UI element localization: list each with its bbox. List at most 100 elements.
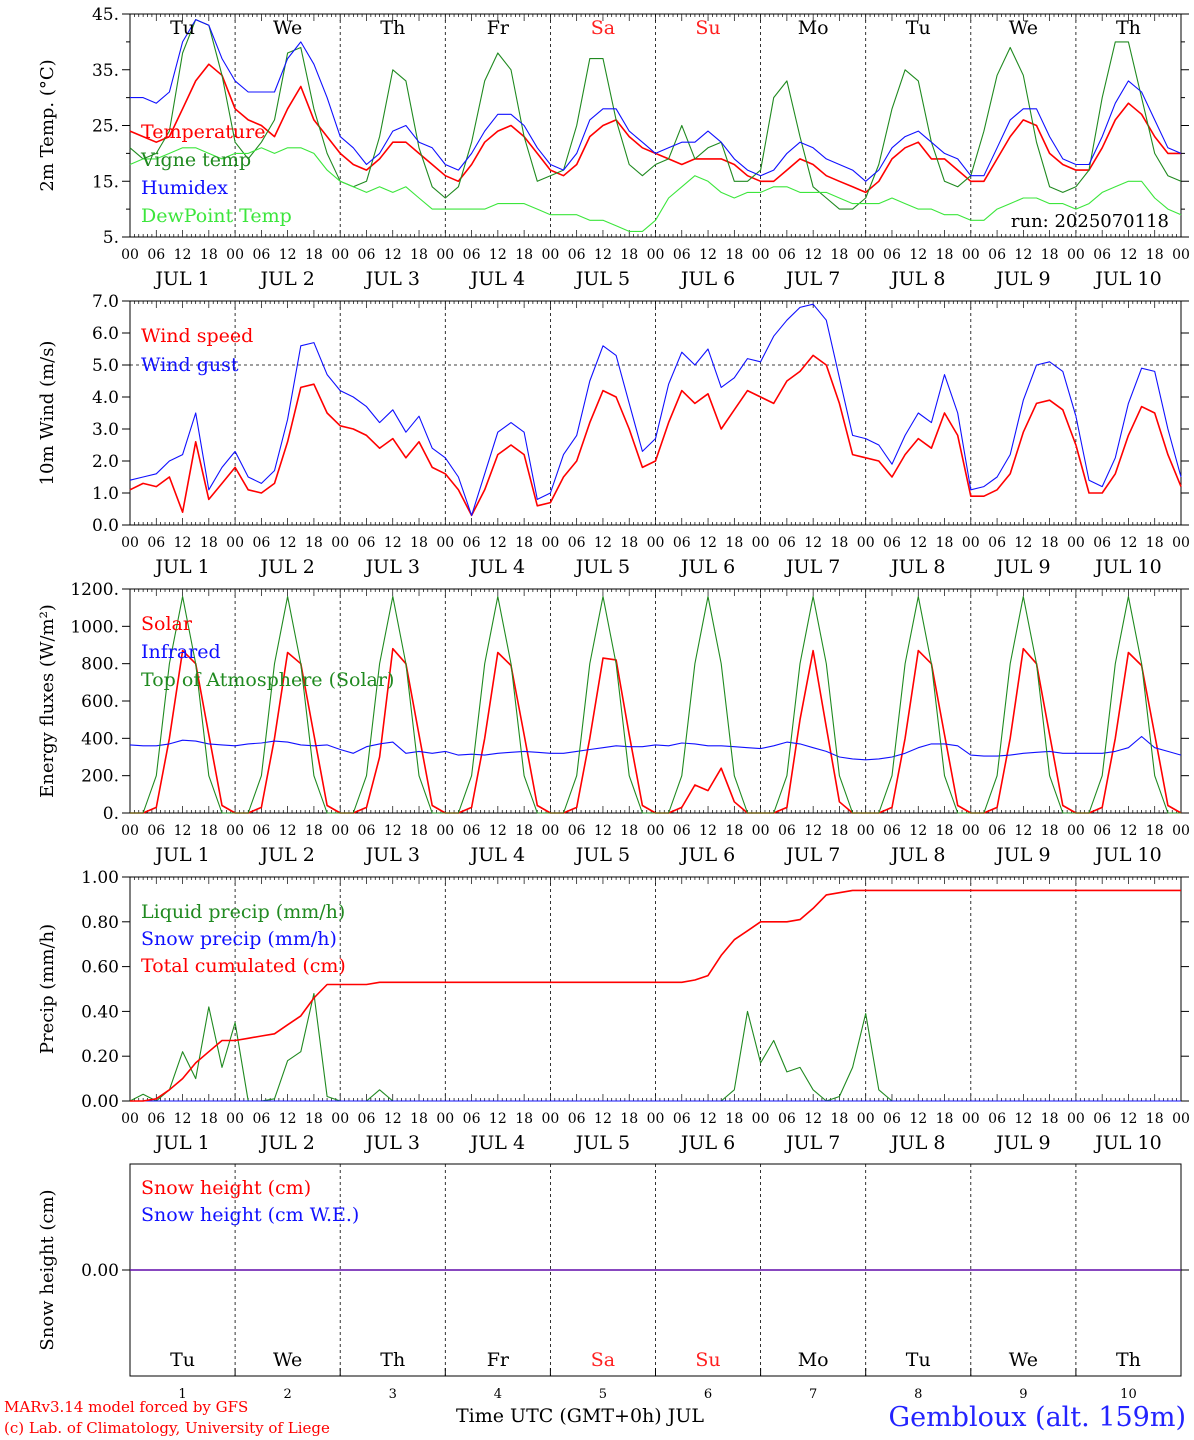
hour-label: 18 xyxy=(725,1111,743,1127)
y-tick-label: 800. xyxy=(81,655,119,675)
hour-label: 00 xyxy=(962,535,980,551)
date-label: JUL 2 xyxy=(258,556,314,578)
hour-label: 12 xyxy=(699,823,717,839)
date-label: JUL 2 xyxy=(258,268,314,290)
hour-label: 00 xyxy=(752,1111,770,1127)
plot-frame xyxy=(129,588,1182,814)
hour-label: 00 xyxy=(331,535,349,551)
y-tick-label: 45. xyxy=(92,5,119,25)
hour-label: 00 xyxy=(1172,247,1190,263)
hour-label: 00 xyxy=(962,247,980,263)
date-label: JUL 5 xyxy=(574,556,630,578)
weekday-label: Th xyxy=(380,1349,405,1371)
legend-entry-3: Total cumulated (cm) xyxy=(141,955,346,977)
chart-panel-2: 0.0 1.0 2.0 3.0 4.0 5.0 6.0 7.0 10m Wind (m/s) Wi… xyxy=(37,292,1190,578)
weekday-label: Fr xyxy=(487,1349,510,1371)
hour-label: 06 xyxy=(778,1111,796,1127)
hour-label: 06 xyxy=(358,535,376,551)
chart-panel-1: 5. 15. 25. 35. 45. 2m Temp. (°C) Temperature Vi… xyxy=(37,5,1190,290)
hour-label: 12 xyxy=(804,823,822,839)
day-number-label: 2 xyxy=(284,1387,292,1402)
date-label: JUL 10 xyxy=(1093,268,1161,290)
date-label: JUL 6 xyxy=(679,556,735,578)
station-name: Gembloux (alt. 159m) xyxy=(888,1402,1186,1433)
hour-label: 00 xyxy=(647,535,665,551)
hour-label: 12 xyxy=(1014,535,1032,551)
date-label: JUL 3 xyxy=(364,268,420,290)
date-label: JUL 1 xyxy=(153,556,209,578)
hour-label: 12 xyxy=(174,1111,192,1127)
hour-label: 12 xyxy=(279,1111,297,1127)
plot-frame xyxy=(129,13,1182,238)
hour-label: 06 xyxy=(568,247,586,263)
legend-entry-4: DewPoint Temp xyxy=(141,205,292,227)
hour-label: 18 xyxy=(936,535,954,551)
hour-label: 06 xyxy=(252,535,270,551)
hour-label: 00 xyxy=(436,247,454,263)
hour-label: 18 xyxy=(620,535,638,551)
hour-label: 18 xyxy=(936,1111,954,1127)
hour-label: 00 xyxy=(226,247,244,263)
weekday-label: We xyxy=(1009,1349,1038,1371)
hour-label: 00 xyxy=(541,823,559,839)
y-tick-label: 200. xyxy=(81,767,119,787)
hour-label: 18 xyxy=(831,1111,849,1127)
date-label: JUL 3 xyxy=(364,556,420,578)
y-tick-label: 3.0 xyxy=(92,420,119,440)
hour-label: 06 xyxy=(988,1111,1006,1127)
hour-label: 18 xyxy=(725,247,743,263)
hour-label: 12 xyxy=(909,247,927,263)
hour-label: 06 xyxy=(883,247,901,263)
hour-label: 12 xyxy=(279,247,297,263)
date-label: JUL 8 xyxy=(889,1132,945,1154)
hour-label: 00 xyxy=(857,1111,875,1127)
hour-label: 12 xyxy=(594,247,612,263)
legend-entry-1: Wind speed xyxy=(141,325,253,347)
hour-label: 12 xyxy=(384,823,402,839)
hour-label: 06 xyxy=(358,247,376,263)
weekday-label: We xyxy=(273,1349,302,1371)
day-number-label: 6 xyxy=(704,1387,712,1402)
hour-label: 06 xyxy=(252,1111,270,1127)
hour-label: 00 xyxy=(226,535,244,551)
date-label: JUL 7 xyxy=(784,268,840,290)
chart-panel-4: 0.00 0.20 0.40 0.60 0.80 1.00 Precip (mm/h) Liq… xyxy=(37,868,1190,1154)
hour-label: 12 xyxy=(279,823,297,839)
hour-label: 00 xyxy=(121,823,139,839)
date-label: JUL 5 xyxy=(574,268,630,290)
y-axis-label: Precip (mm/h) xyxy=(37,924,58,1054)
date-label: JUL 8 xyxy=(889,556,945,578)
date-label: JUL 10 xyxy=(1093,556,1161,578)
hour-label: 18 xyxy=(200,535,218,551)
y-tick-label: 0. xyxy=(103,804,119,824)
legend-entry-2: Snow precip (mm/h) xyxy=(141,928,337,950)
date-label: JUL 4 xyxy=(469,844,525,866)
hour-label: 18 xyxy=(831,535,849,551)
weekday-label: Mo xyxy=(798,1349,829,1371)
hour-label: 06 xyxy=(147,823,165,839)
hour-label: 18 xyxy=(200,1111,218,1127)
date-label: JUL 2 xyxy=(258,844,314,866)
date-label: JUL 3 xyxy=(364,844,420,866)
hour-label: 18 xyxy=(410,1111,428,1127)
hour-label: 18 xyxy=(305,535,323,551)
hour-label: 06 xyxy=(463,1111,481,1127)
y-tick-label: 5. xyxy=(103,228,119,248)
hour-label: 00 xyxy=(436,1111,454,1127)
series-line-3 xyxy=(130,889,1181,1102)
hour-label: 12 xyxy=(909,823,927,839)
hour-label: 12 xyxy=(489,823,507,839)
hour-label: 18 xyxy=(1146,247,1164,263)
legend-entry-2: Wind gust xyxy=(141,354,239,376)
hour-label: 12 xyxy=(699,247,717,263)
hour-label: 00 xyxy=(331,1111,349,1127)
date-label: JUL 4 xyxy=(469,1132,525,1154)
hour-label: 00 xyxy=(857,247,875,263)
weekday-label: Fr xyxy=(487,17,510,39)
hour-label: 18 xyxy=(515,247,533,263)
hour-label: 06 xyxy=(673,823,691,839)
series-line-3 xyxy=(130,595,1181,814)
hour-label: 00 xyxy=(857,535,875,551)
hour-label: 06 xyxy=(568,535,586,551)
